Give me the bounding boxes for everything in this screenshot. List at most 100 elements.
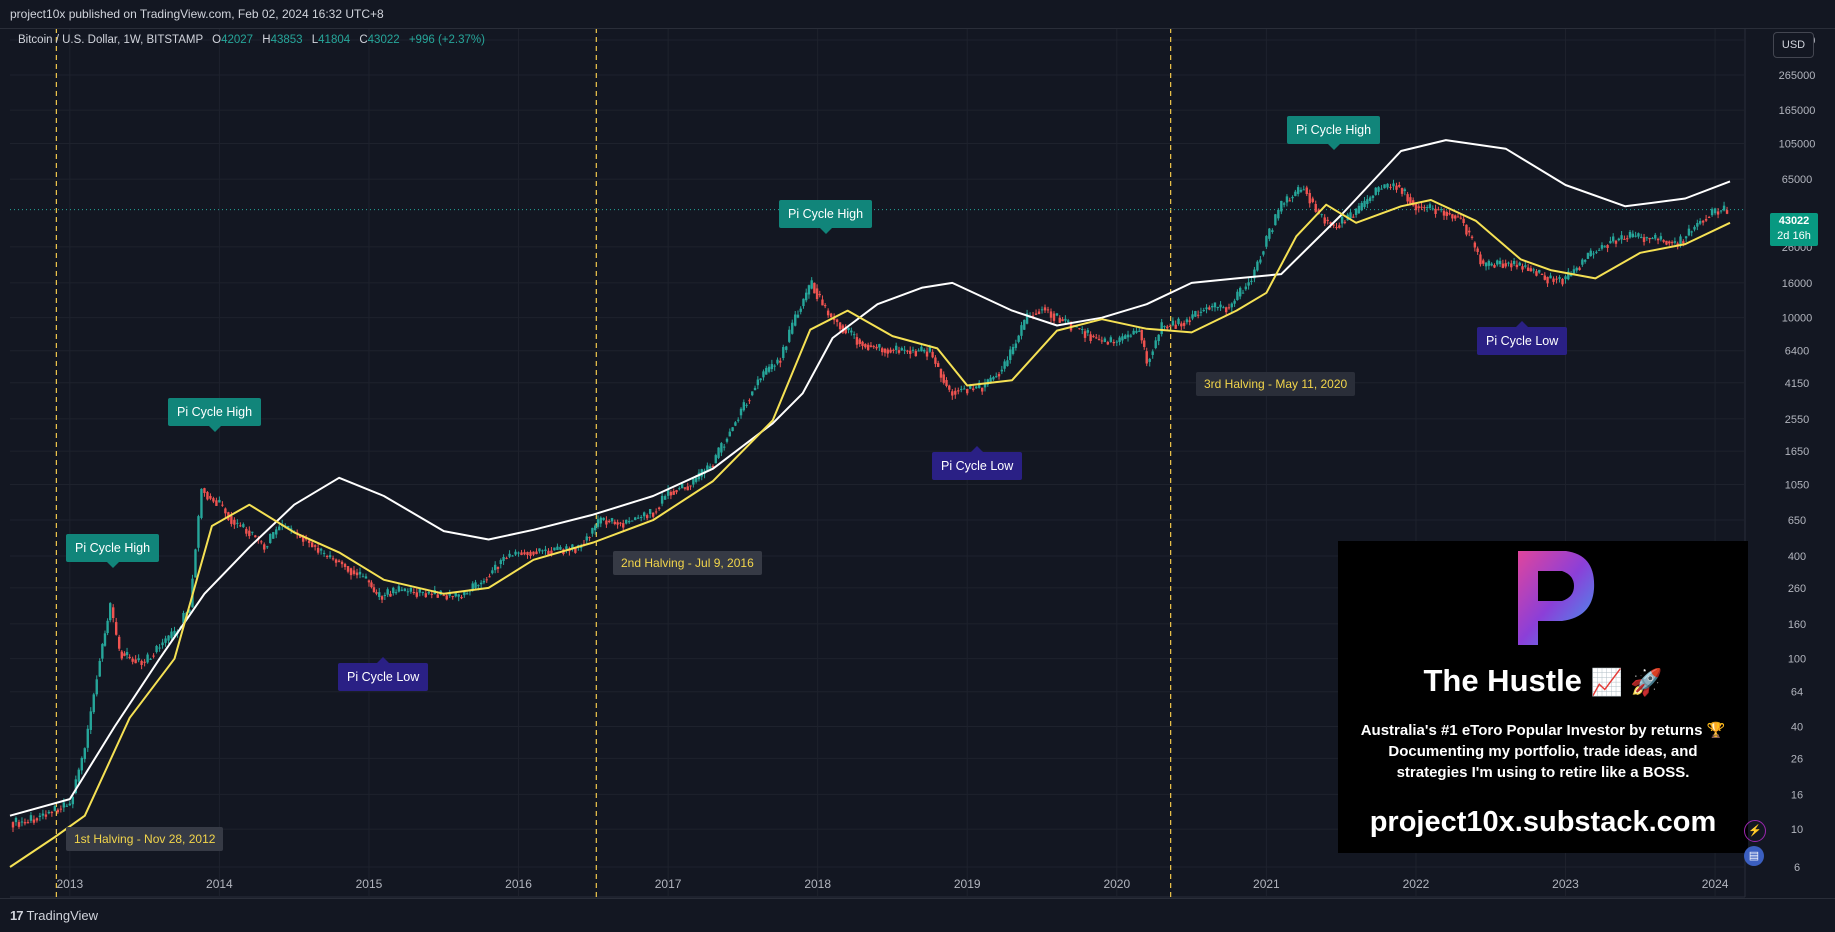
candle-body — [1092, 335, 1095, 338]
candle-body — [194, 549, 197, 578]
candle-body — [678, 488, 681, 490]
candle-body — [1586, 252, 1590, 259]
symbol-title[interactable]: Bitcoin / U.S. Dollar, 1W, BITSTAMP — [18, 34, 203, 46]
candle-body — [872, 346, 875, 348]
candle-body — [427, 591, 430, 594]
candle-body — [1623, 238, 1626, 240]
moving-averages — [9, 139, 1731, 868]
candle-body — [802, 298, 805, 307]
candle-body — [686, 486, 689, 491]
candle-body — [263, 544, 266, 550]
candle-body — [32, 819, 36, 823]
candle-body — [799, 308, 802, 312]
candle-body — [1597, 249, 1601, 251]
candle-body — [1121, 336, 1124, 341]
low-value: 41804 — [318, 34, 351, 46]
candle-body — [591, 527, 594, 534]
candle-body — [412, 592, 416, 594]
candle-body — [538, 548, 541, 552]
candle-body — [1448, 213, 1451, 215]
candle-body — [1611, 236, 1615, 242]
candle-body — [669, 491, 673, 496]
candle-body — [1282, 203, 1286, 205]
candle-body — [1305, 187, 1308, 195]
candle-body — [1701, 220, 1705, 223]
candle-body — [41, 813, 45, 816]
currency-button[interactable]: USD — [1773, 32, 1814, 58]
candle-body — [969, 385, 972, 389]
candle-body — [936, 363, 940, 367]
candle-body — [599, 517, 602, 524]
candle-body — [454, 592, 457, 597]
candle-body — [479, 582, 483, 585]
candle-body — [1196, 314, 1200, 316]
candle-body — [1291, 196, 1294, 199]
candle-body — [541, 550, 544, 552]
candle-body — [711, 465, 715, 468]
candle-body — [1583, 260, 1587, 262]
candle-body — [1006, 360, 1009, 367]
candle-body — [1670, 242, 1674, 244]
candle-body — [791, 322, 794, 334]
candle-body — [1239, 287, 1242, 297]
candle-body — [1262, 251, 1265, 255]
candle-body — [89, 711, 92, 730]
candle-body — [520, 552, 523, 556]
candle-body — [343, 563, 347, 567]
candle-body — [1241, 292, 1245, 294]
y-tick-label: 6400 — [1785, 346, 1809, 358]
candle-body — [1512, 261, 1516, 265]
candle-body — [1679, 236, 1682, 245]
candle-body — [1124, 335, 1127, 339]
candle-body — [50, 812, 54, 814]
candle-body — [1308, 193, 1311, 204]
candle-body — [810, 280, 813, 289]
candle-body — [1052, 313, 1056, 321]
candle-body — [137, 658, 140, 661]
candle-body — [708, 466, 712, 469]
candle-body — [74, 779, 78, 793]
candle-body — [1538, 269, 1541, 273]
candle-body — [619, 522, 622, 524]
candle-body — [1095, 337, 1098, 339]
candle-body — [221, 504, 224, 506]
candle-body — [1510, 263, 1513, 268]
candle-body — [508, 553, 511, 557]
candle-body — [328, 555, 332, 558]
candle-body — [782, 347, 785, 359]
candle-body — [1662, 240, 1665, 242]
candle-body — [1535, 271, 1538, 276]
candle-body — [1386, 183, 1389, 188]
candle-body — [1628, 231, 1632, 238]
candle-body — [53, 806, 57, 811]
candle-body — [663, 496, 667, 500]
candle-body — [1202, 310, 1205, 312]
candle-body — [1409, 197, 1412, 206]
candle-body — [491, 570, 494, 574]
candle-body — [1470, 236, 1474, 238]
candle-body — [1592, 253, 1595, 255]
candle-body — [378, 592, 381, 597]
y-tick-label: 26 — [1791, 753, 1803, 765]
candle-body — [1227, 307, 1231, 309]
candle-body — [585, 536, 588, 541]
candle-body — [565, 546, 568, 549]
candle-body — [1363, 200, 1366, 208]
candle-body — [1097, 338, 1101, 340]
candle-body — [692, 478, 695, 485]
candle-body — [574, 547, 577, 553]
candle-body — [1332, 224, 1335, 226]
candle-body — [375, 592, 378, 594]
candle-body — [197, 516, 200, 548]
candle-body — [796, 314, 800, 318]
candle-body — [403, 588, 407, 592]
candle-body — [850, 330, 853, 333]
candle-body — [911, 349, 915, 351]
candle-body — [1578, 267, 1581, 271]
candle-body — [1581, 259, 1584, 265]
candle-body — [1277, 209, 1280, 219]
candle-body — [1259, 259, 1262, 263]
candle-body — [1476, 248, 1479, 252]
candle-body — [1561, 278, 1564, 285]
